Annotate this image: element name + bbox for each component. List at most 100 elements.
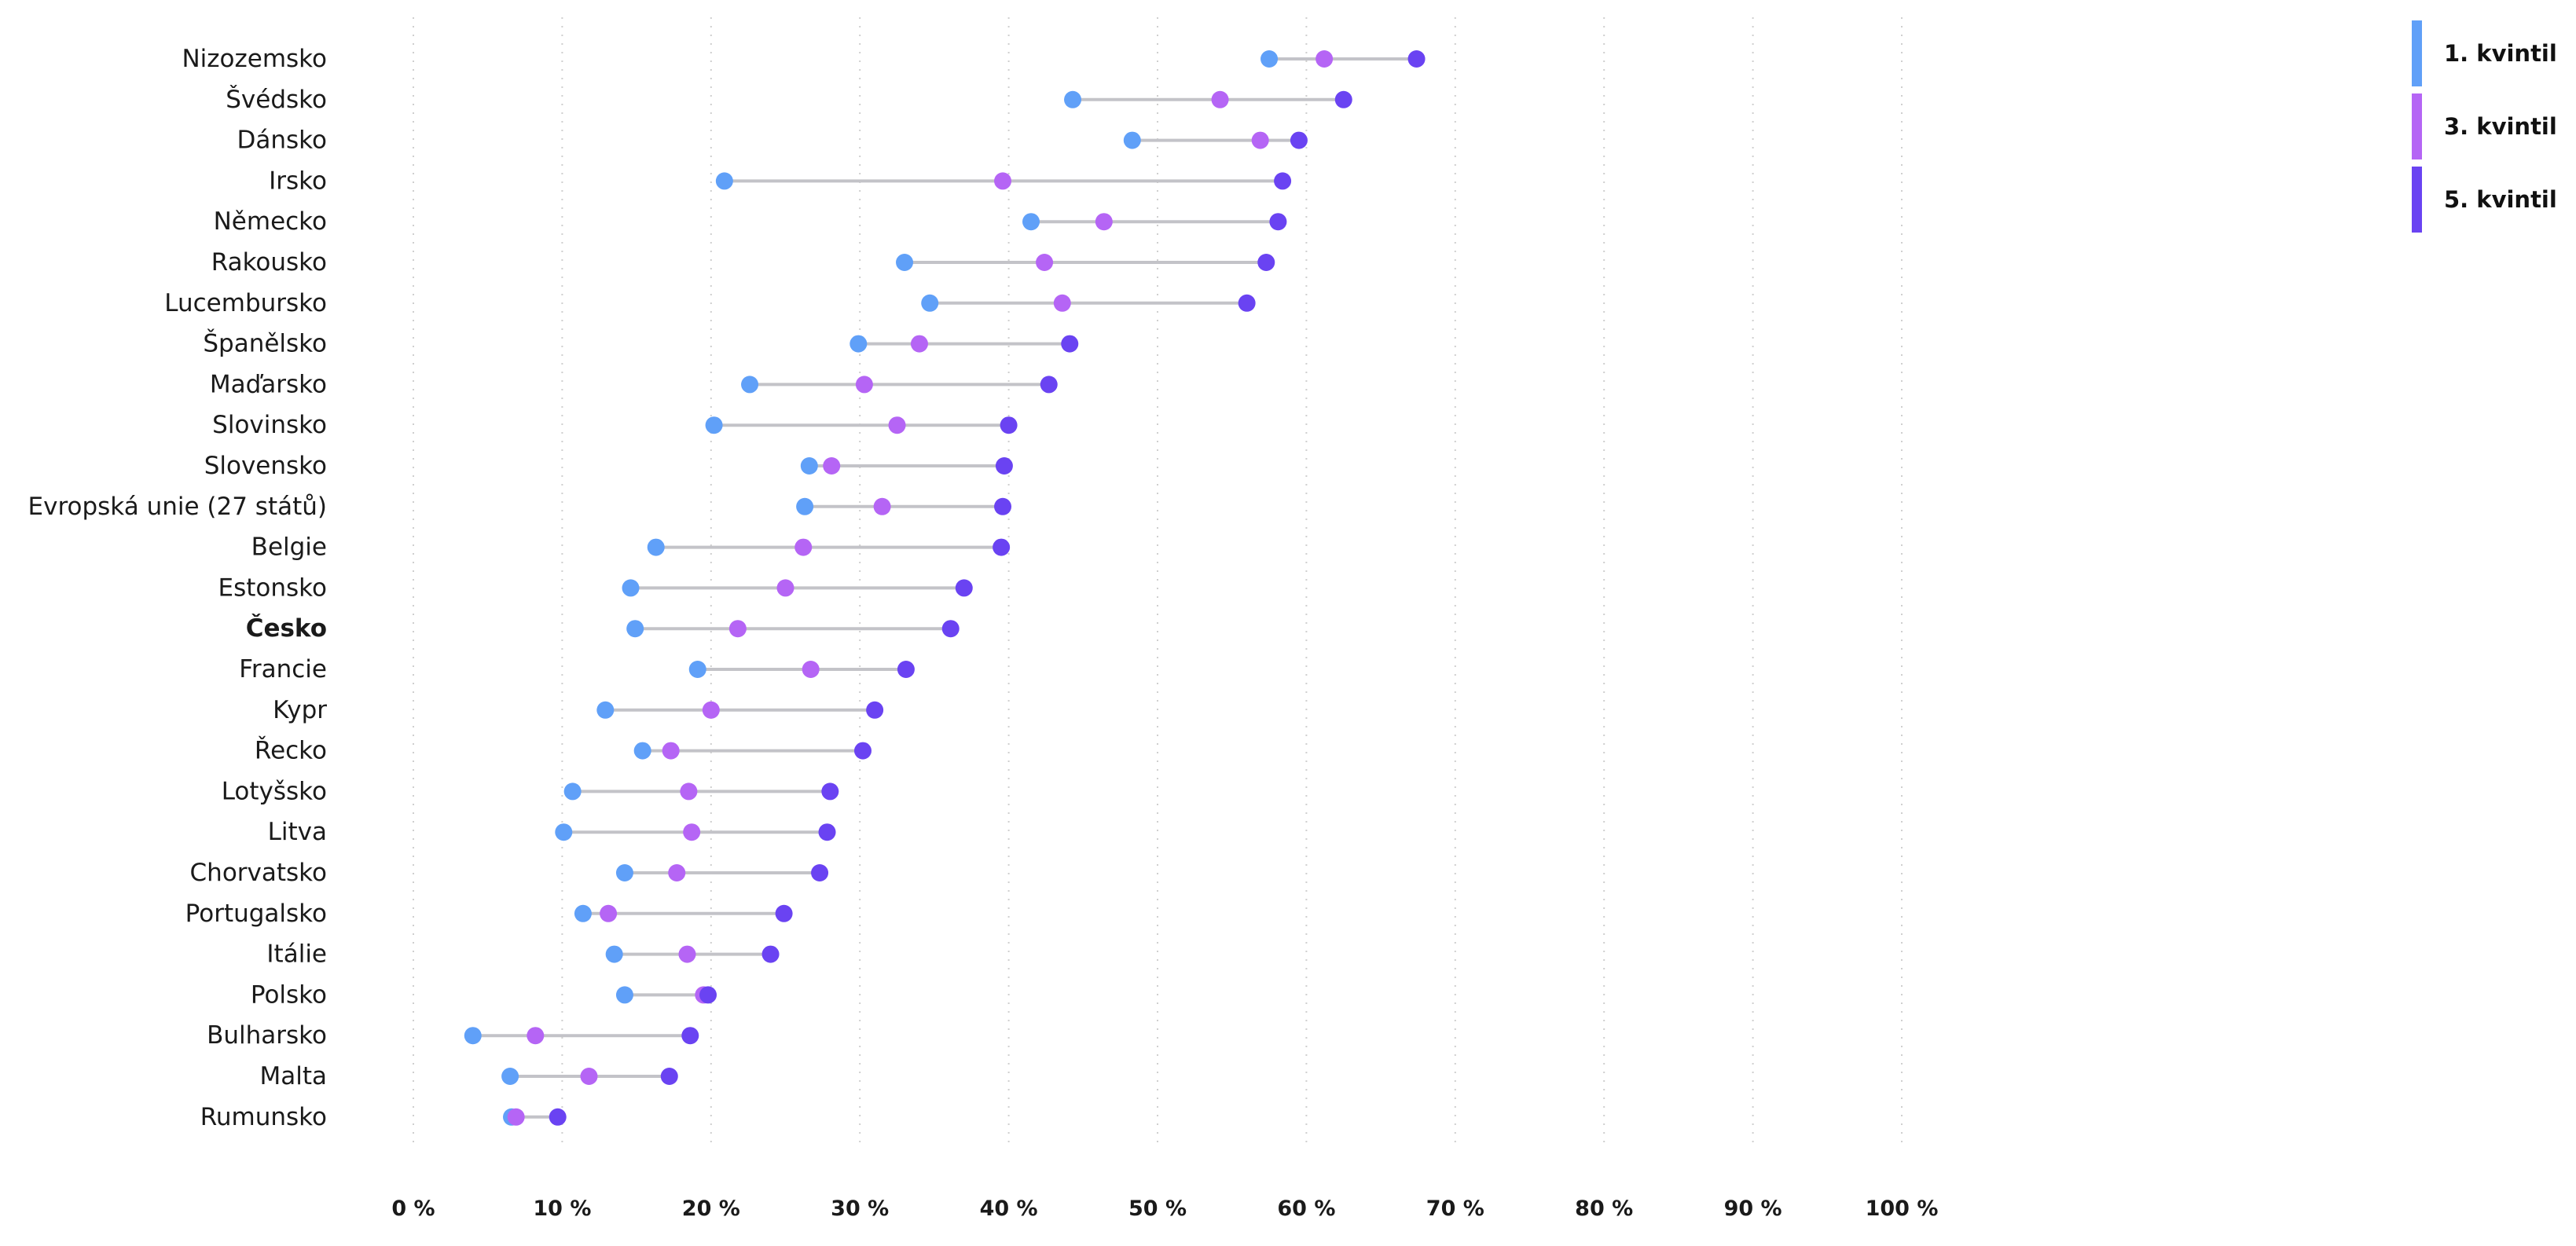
category-label: Slovensko <box>204 452 327 480</box>
data-point <box>741 376 759 394</box>
data-point <box>605 945 623 963</box>
data-point <box>615 986 633 1004</box>
chart-row: Irsko <box>269 167 1292 195</box>
data-point <box>818 823 836 841</box>
legend-label: 5. kvintil <box>2444 186 2557 213</box>
data-point <box>678 945 696 963</box>
data-point <box>1260 50 1279 68</box>
chart-row: Malta <box>259 1062 678 1090</box>
data-point <box>896 254 914 271</box>
category-label: Itálie <box>266 940 327 969</box>
category-label: Španělsko <box>203 329 327 358</box>
data-point <box>1095 213 1113 231</box>
data-point <box>993 538 1011 556</box>
data-point <box>633 742 651 760</box>
category-label: Rumunsko <box>200 1103 327 1131</box>
data-point <box>1036 254 1054 271</box>
category-label: Francie <box>239 655 327 683</box>
chart-row: Slovinsko <box>212 411 1018 439</box>
data-point <box>873 497 891 515</box>
x-tick-label: 0 % <box>391 1197 435 1221</box>
category-label: Slovinsko <box>212 411 327 439</box>
data-point <box>776 579 794 597</box>
data-point <box>1257 254 1275 271</box>
data-point <box>622 579 640 597</box>
chart-row: Maďarsko <box>210 370 1058 398</box>
chart-row: Litva <box>268 818 836 846</box>
data-point <box>549 1108 567 1126</box>
chart-row: Kypr <box>273 696 884 724</box>
data-point <box>680 782 698 801</box>
legend-swatch <box>2412 167 2422 233</box>
data-point <box>761 945 780 963</box>
data-point <box>615 864 633 881</box>
chart-row: Lucembursko <box>164 289 1256 317</box>
category-label: Lotyšsko <box>222 777 327 805</box>
data-point <box>688 661 706 678</box>
category-label: Evropská unie (27 států) <box>28 493 327 521</box>
chart-row: Lotyšsko <box>222 777 839 805</box>
chart-row: Česko <box>246 614 960 643</box>
data-point <box>823 457 841 475</box>
x-tick-label: 60 % <box>1277 1197 1335 1221</box>
data-point <box>1022 213 1040 231</box>
data-point <box>811 864 829 881</box>
x-tick-label: 90 % <box>1724 1197 1782 1221</box>
data-point <box>527 1027 545 1045</box>
data-point <box>1334 90 1352 108</box>
data-point <box>699 986 717 1004</box>
legend-label: 1. kvintil <box>2444 40 2557 67</box>
category-label: Řecko <box>255 737 327 765</box>
category-label: Švédsko <box>226 85 327 114</box>
category-label: Polsko <box>251 980 327 1009</box>
x-tick-label: 30 % <box>831 1197 889 1221</box>
legend-swatch <box>2412 93 2422 159</box>
data-point <box>1407 50 1426 68</box>
data-point <box>647 538 665 556</box>
data-point <box>849 335 868 353</box>
x-tick-label: 10 % <box>533 1197 591 1221</box>
category-label: Dánsko <box>237 126 327 155</box>
category-label: Litva <box>268 818 327 846</box>
data-point <box>702 701 720 719</box>
data-point <box>681 1027 699 1045</box>
chart-row: Španělsko <box>203 329 1079 358</box>
data-point <box>705 416 723 434</box>
chart-row: Portugalsko <box>185 900 793 928</box>
x-tick-label: 40 % <box>980 1197 1038 1221</box>
category-label: Maďarsko <box>210 370 327 398</box>
data-point <box>715 172 733 190</box>
chart-row: Evropská unie (27 států) <box>28 493 1012 521</box>
data-point <box>855 376 873 394</box>
x-tick-label: 80 % <box>1575 1197 1633 1221</box>
data-point <box>1064 90 1082 108</box>
data-point <box>941 620 960 638</box>
category-label: Belgie <box>251 533 327 562</box>
data-point <box>1061 335 1079 353</box>
x-axis-ticks: 0 % 10 % 20 % 30 % 40 % 50 % 60 % 70 % 80 % 90 % 1… <box>391 1197 1938 1221</box>
data-point <box>866 701 884 719</box>
data-point <box>1053 294 1071 312</box>
data-point <box>580 1068 598 1085</box>
chart-row: Rumunsko <box>200 1103 567 1131</box>
chart-row: Rakousko <box>211 248 1275 277</box>
data-point <box>910 335 928 353</box>
data-point <box>555 823 573 841</box>
x-tick-label: 100 % <box>1866 1197 1939 1221</box>
data-point <box>853 742 872 760</box>
data-point <box>662 742 680 760</box>
chart-row: Bulharsko <box>207 1021 699 1050</box>
data-point <box>1269 213 1287 231</box>
data-point <box>660 1068 678 1085</box>
data-point <box>1238 294 1256 312</box>
data-point <box>1211 90 1229 108</box>
data-point <box>1040 376 1058 394</box>
data-point <box>888 416 906 434</box>
data-point <box>668 864 686 881</box>
data-point <box>563 782 582 801</box>
data-point <box>1316 50 1334 68</box>
chart-row: Švédsko <box>226 85 1352 114</box>
data-point <box>596 701 615 719</box>
chart-row: Německo <box>214 207 1287 236</box>
